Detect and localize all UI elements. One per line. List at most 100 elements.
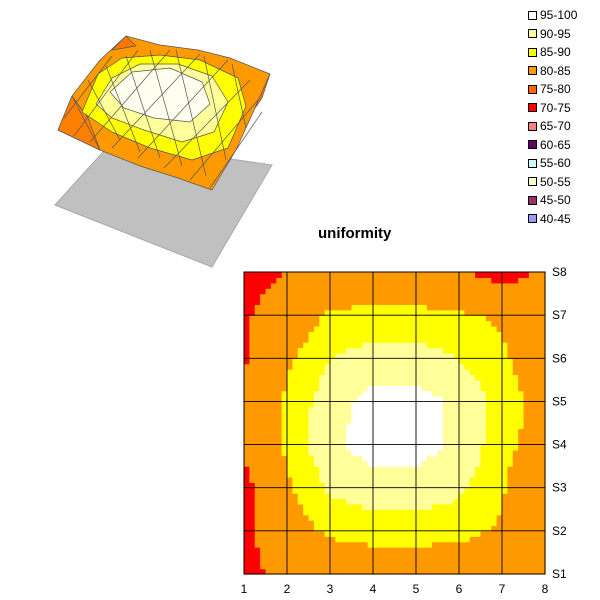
contour-cell — [270, 358, 277, 365]
contour-cell — [308, 444, 315, 451]
contour-cell — [421, 315, 428, 322]
contour-cell — [459, 352, 465, 359]
contour-cell — [469, 536, 476, 543]
contour-cell — [416, 487, 422, 494]
contour-cell — [410, 352, 417, 359]
contour-cell — [464, 563, 471, 570]
contour-cell — [367, 520, 374, 527]
contour-cell — [496, 520, 503, 527]
contour-cell — [292, 525, 299, 532]
contour-cell — [313, 288, 320, 295]
contour-cell — [308, 460, 315, 467]
contour-cell — [502, 460, 508, 467]
contour-cell — [464, 363, 471, 370]
contour-cell — [421, 428, 428, 435]
contour-cell — [528, 363, 535, 370]
contour-cell — [254, 272, 261, 278]
contour-cell — [491, 487, 498, 494]
contour-cell — [351, 412, 358, 419]
contour-cell — [518, 336, 525, 343]
contour-cell — [265, 541, 272, 548]
contour-cell — [534, 568, 541, 575]
contour-cell — [335, 331, 342, 338]
contour-cell — [260, 503, 267, 510]
contour-cell — [469, 476, 476, 483]
contour-cell — [319, 514, 326, 521]
contour-cell — [378, 379, 385, 386]
contour-cell — [507, 514, 514, 521]
contour-cell — [464, 293, 471, 300]
contour-cell — [330, 433, 336, 440]
contour-cell — [340, 347, 347, 354]
contour-cell — [287, 482, 293, 489]
contour-cell — [442, 498, 449, 505]
contour-cell — [244, 342, 250, 349]
contour-cell — [265, 309, 272, 316]
contour-cell — [528, 369, 535, 376]
contour-cell — [507, 304, 514, 311]
contour-cell — [265, 439, 272, 446]
contour-cell — [416, 552, 422, 559]
contour-cell — [437, 449, 444, 456]
contour-cell — [399, 552, 406, 559]
contour-cell — [276, 428, 283, 435]
contour-cell — [297, 482, 304, 489]
contour-cell — [356, 331, 363, 338]
contour-cell — [265, 363, 272, 370]
contour-cell — [405, 449, 412, 456]
contour-cell — [308, 336, 315, 343]
contour-cell — [507, 460, 514, 467]
contour-cell — [523, 352, 530, 359]
contour-cell — [335, 417, 342, 424]
contour-cell — [389, 320, 396, 327]
contour-cell — [373, 460, 379, 467]
contour-cell — [502, 369, 508, 376]
contour-cell — [330, 347, 336, 354]
contour-cell — [469, 514, 476, 521]
contour-cell — [373, 293, 379, 300]
contour-cell — [330, 336, 336, 343]
contour-cell — [464, 298, 471, 305]
contour-cell — [335, 536, 342, 543]
contour-cell — [292, 455, 299, 462]
contour-cell — [539, 509, 546, 516]
contour-cell — [426, 563, 433, 570]
contour-cell — [394, 509, 401, 516]
contour-cell — [507, 428, 514, 435]
contour-cell — [297, 536, 304, 543]
contour-cell — [303, 482, 310, 489]
contour-cell — [496, 530, 503, 537]
contour-cell — [534, 315, 541, 322]
contour-cell — [507, 482, 514, 489]
contour-cell — [319, 363, 326, 370]
contour-cell — [485, 406, 492, 413]
contour-cell — [464, 493, 471, 500]
contour-cell — [448, 309, 455, 316]
contour-cell — [378, 482, 385, 489]
contour-cell — [534, 493, 541, 500]
contour-cell — [421, 293, 428, 300]
contour-cell — [475, 476, 482, 483]
contour-cell — [512, 547, 519, 554]
contour-cell — [346, 396, 353, 403]
contour-cell — [303, 304, 310, 311]
contour-cell — [297, 342, 304, 349]
contour-cell — [276, 304, 283, 311]
contour-cell — [367, 315, 374, 322]
contour-cell — [405, 498, 412, 505]
contour-cell — [356, 466, 363, 473]
contour-cell — [292, 509, 299, 516]
contour-cell — [502, 455, 508, 462]
contour-cell — [292, 444, 299, 451]
contour-cell — [534, 563, 541, 570]
contour-cell — [442, 514, 449, 521]
contour-cell — [303, 412, 310, 419]
contour-cell — [432, 277, 439, 284]
contour-cell — [276, 358, 283, 365]
contour-cell — [421, 304, 428, 311]
contour-cell — [534, 277, 541, 284]
contour-cell — [297, 272, 304, 278]
contour-cell — [399, 509, 406, 516]
contour-cell — [528, 439, 535, 446]
contour-cell — [485, 272, 492, 278]
